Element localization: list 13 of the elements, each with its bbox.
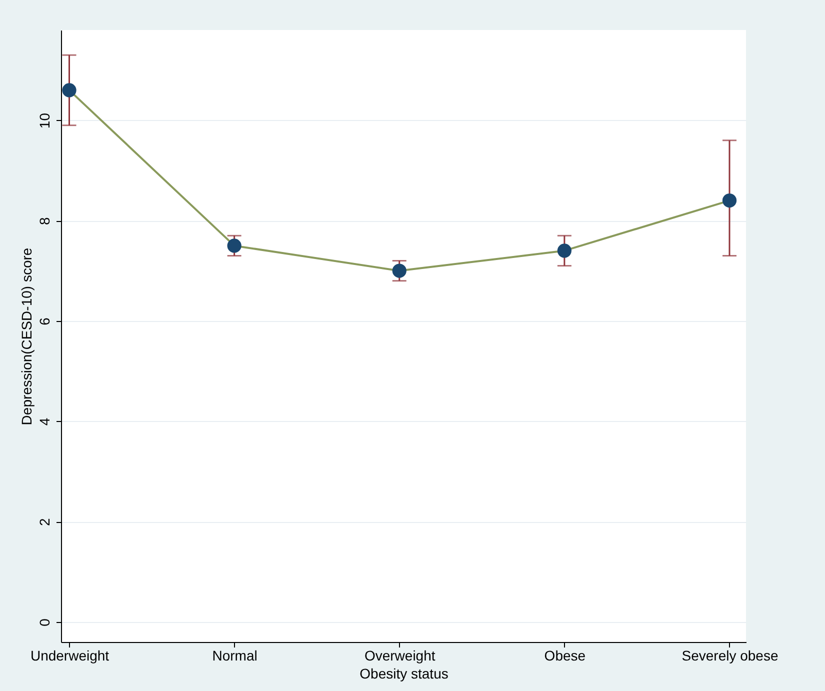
x-tick-label: Normal [212,648,258,664]
y-tick-label: 10 [36,112,52,129]
y-tick-label: 2 [36,518,52,526]
y-tick-label: 6 [36,317,52,326]
y-tick-label: 8 [36,217,52,226]
x-tick-label: Underweight [30,648,110,664]
x-tick-label: Severely obese [682,648,778,664]
y-axis-title: Depression(CESD-10) score [18,248,34,426]
y-tick-label: 4 [36,418,52,426]
y-tick-label: 0 [36,618,52,626]
x-tick-label: Obese [544,648,586,664]
x-tick-label: Overweight [364,648,436,664]
x-axis-title: Obesity status [360,666,448,682]
